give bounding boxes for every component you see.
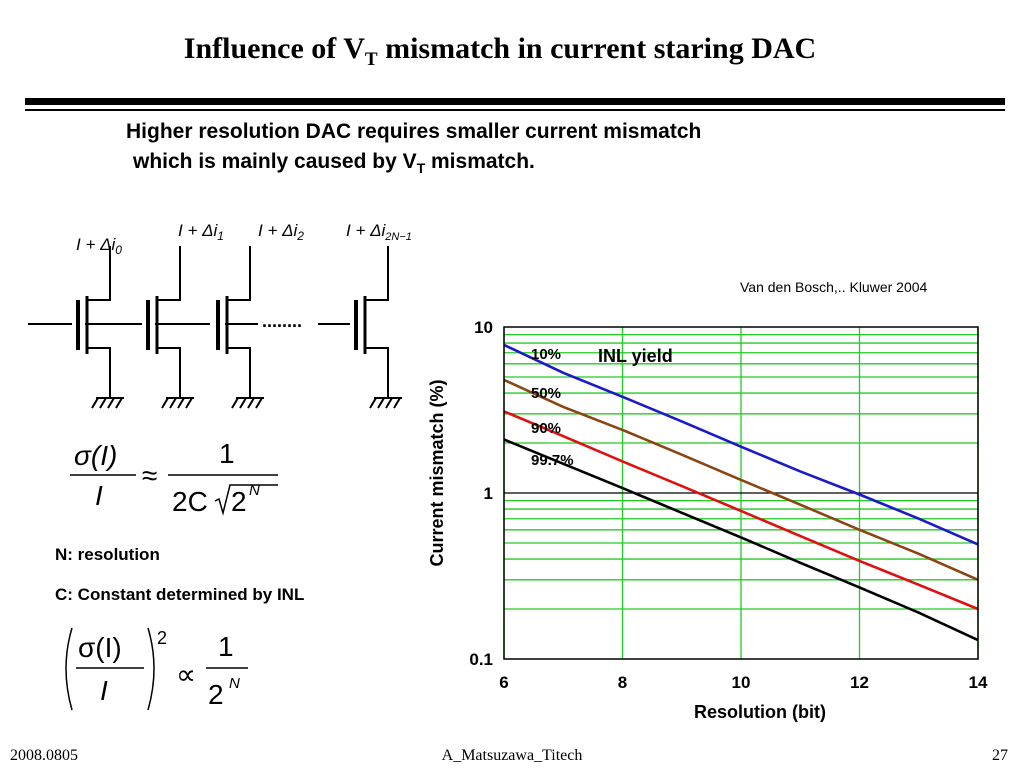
title-rule-thin: [25, 109, 1005, 111]
current-label-1: I + Δi1: [178, 221, 224, 243]
series-label-0: 10%: [531, 346, 561, 363]
equation-mismatch-approx: σ(I) I ≈ 1 2C 2 N: [70, 438, 278, 517]
transistor-ellipsis: ........: [262, 311, 302, 331]
series-label-3: 99.7%: [531, 452, 574, 469]
svg-text:≈: ≈: [142, 460, 157, 491]
svg-text:σ(I): σ(I): [74, 440, 117, 471]
nmos-transistor-2: [216, 246, 264, 409]
c-constant-label: C: Constant determined by INL: [55, 585, 305, 604]
x-tick-label-0: 6: [499, 673, 508, 692]
footer-author: A_Matsuzawa_Titech: [441, 747, 583, 764]
current-label-0: I + Δi0: [76, 235, 122, 257]
series-line-0: [503, 343, 979, 546]
footer-date: 2008.0805: [10, 747, 78, 764]
svg-text:1: 1: [219, 438, 235, 469]
page-title: Influence of VT mismatch in current star…: [183, 32, 817, 70]
current-label-last: I + Δi2N−1: [346, 221, 412, 243]
legend-title: INL yield: [598, 346, 673, 366]
series-label-2: 90%: [531, 420, 561, 437]
nmos-transistor-0: [76, 246, 124, 409]
series-label-1: 50%: [531, 385, 561, 402]
y-tick-label-1: 1: [484, 484, 493, 503]
x-tick-label-3: 12: [850, 673, 869, 692]
svg-text:2: 2: [157, 628, 167, 648]
citation: Van den Bosch,.. Kluwer 2004: [740, 279, 928, 295]
chart-frame: [503, 326, 979, 660]
nmos-transistor-3: [354, 246, 402, 409]
x-tick-label-2: 10: [732, 673, 751, 692]
current-label-2: I + Δi2: [258, 221, 304, 243]
y-axis-label: Current mismatch (%): [427, 379, 447, 566]
svg-text:2: 2: [231, 486, 247, 517]
series-line-1: [503, 378, 979, 581]
equation-mismatch-proportional: σ(I) I 2 ∝ 1 2 N: [65, 627, 248, 711]
x-axis-label: Resolution (bit): [694, 702, 826, 722]
x-tick-label-1: 8: [618, 673, 627, 692]
svg-text:1: 1: [218, 631, 234, 662]
x-tick-label-4: 14: [969, 673, 988, 692]
svg-text:2: 2: [208, 679, 224, 710]
svg-text:∝: ∝: [176, 659, 196, 690]
svg-text:N: N: [229, 675, 240, 692]
series-line-2: [503, 410, 979, 611]
svg-text:I: I: [95, 480, 103, 511]
svg-text:N: N: [249, 482, 260, 499]
subtitle-line-2: which is mainly caused by VT mismatch.: [133, 150, 535, 177]
y-tick-label-0: 0.1: [469, 650, 493, 669]
current-source-array-diagram: ........ I + Δi0 I + Δi1 I + Δi2 I + Δi2…: [28, 221, 412, 409]
subtitle-line-1: Higher resolution DAC requires smaller c…: [126, 120, 702, 143]
svg-text:2C: 2C: [172, 486, 208, 517]
footer-page-number: 27: [992, 747, 1008, 764]
svg-text:I: I: [100, 675, 108, 706]
y-tick-label-2: 10: [474, 318, 493, 337]
series-line-3: [503, 438, 979, 642]
title-rule-thick: [25, 98, 1005, 105]
n-resolution-label: N: resolution: [55, 545, 160, 564]
nmos-transistor-1: [146, 246, 194, 409]
svg-text:σ(I): σ(I): [78, 632, 122, 663]
